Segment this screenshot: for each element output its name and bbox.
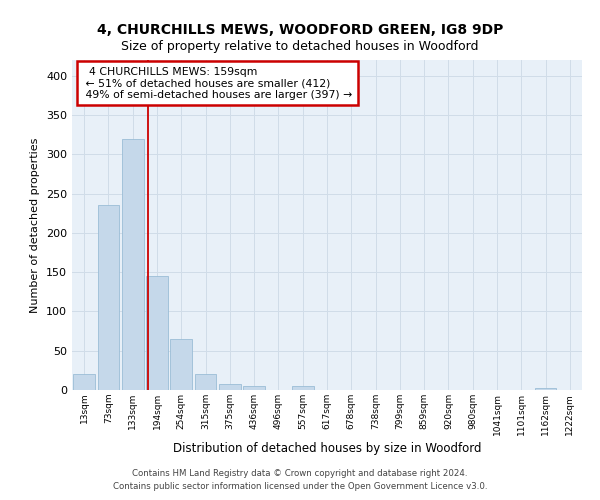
Bar <box>97 206 119 390</box>
Bar <box>170 339 192 390</box>
Bar <box>146 276 168 390</box>
Bar <box>243 386 265 390</box>
Text: Contains HM Land Registry data © Crown copyright and database right 2024.: Contains HM Land Registry data © Crown c… <box>132 468 468 477</box>
Text: 4 CHURCHILLS MEWS: 159sqm  
 ← 51% of detached houses are smaller (412)
 49% of : 4 CHURCHILLS MEWS: 159sqm ← 51% of detac… <box>82 66 352 100</box>
Bar <box>194 374 217 390</box>
Bar <box>535 388 556 390</box>
Text: 4, CHURCHILLS MEWS, WOODFORD GREEN, IG8 9DP: 4, CHURCHILLS MEWS, WOODFORD GREEN, IG8 … <box>97 22 503 36</box>
Text: Contains public sector information licensed under the Open Government Licence v3: Contains public sector information licen… <box>113 482 487 491</box>
Bar <box>292 386 314 390</box>
Text: Size of property relative to detached houses in Woodford: Size of property relative to detached ho… <box>121 40 479 53</box>
X-axis label: Distribution of detached houses by size in Woodford: Distribution of detached houses by size … <box>173 442 481 455</box>
Bar <box>219 384 241 390</box>
Bar <box>122 138 143 390</box>
Bar <box>73 374 95 390</box>
Y-axis label: Number of detached properties: Number of detached properties <box>31 138 40 312</box>
